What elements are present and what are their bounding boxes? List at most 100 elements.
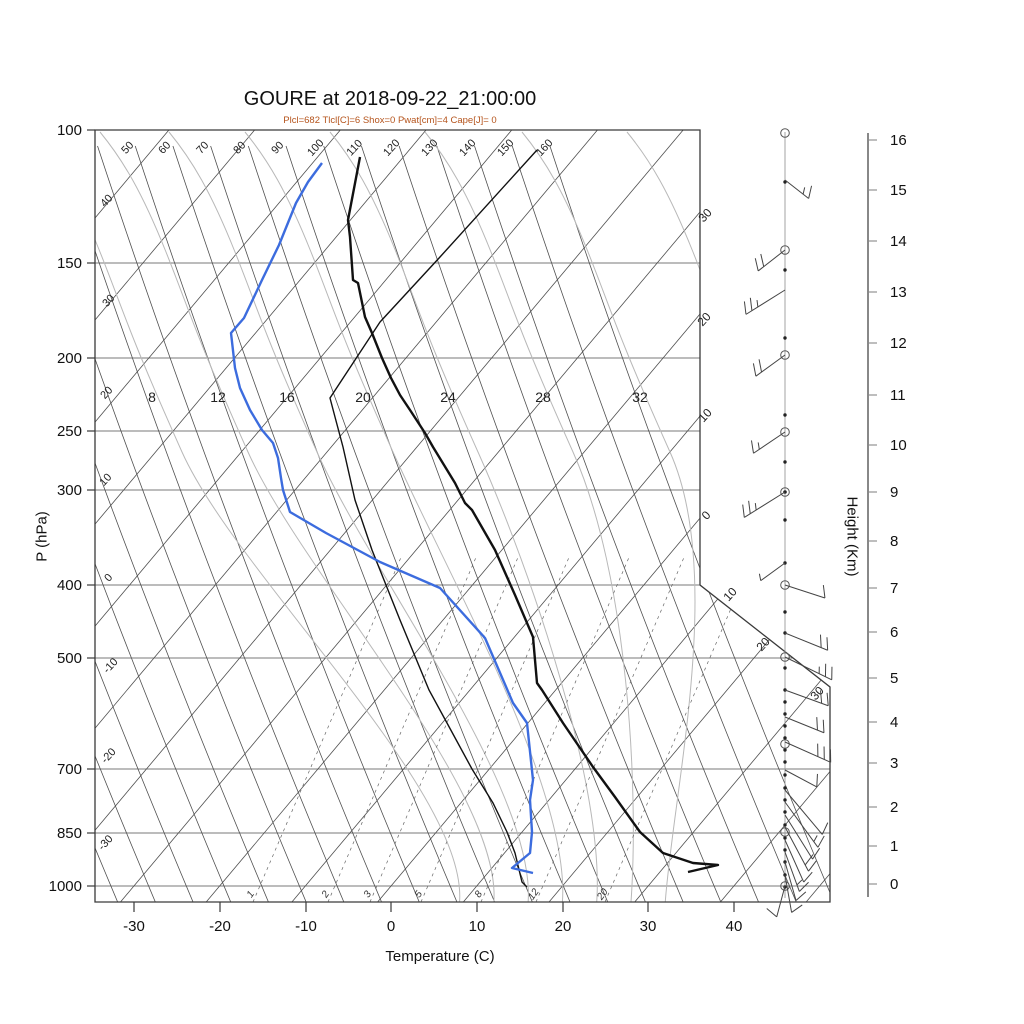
wind-barb	[784, 814, 821, 860]
isotherm-lines	[95, 130, 830, 902]
svg-text:10: 10	[695, 405, 715, 425]
pressure-axis-title: P (hPa)	[33, 511, 51, 562]
svg-text:7: 7	[890, 580, 898, 597]
svg-text:8: 8	[473, 889, 485, 900]
station-dot	[783, 712, 787, 716]
sounding-curves	[229, 149, 720, 888]
svg-text:150: 150	[57, 255, 82, 272]
wind-barb	[784, 851, 809, 892]
x-axis-title: Temperature (C)	[385, 948, 495, 965]
wind-barb	[784, 861, 807, 901]
wind-barb	[766, 885, 786, 918]
svg-text:500: 500	[57, 650, 82, 667]
svg-text:20: 20	[694, 309, 714, 329]
temperature-curve	[346, 156, 720, 874]
plot-frame	[94, 129, 831, 903]
page-title: GOURE at 2018-09-22_21:00:00	[243, 88, 537, 110]
svg-text:28: 28	[535, 389, 551, 405]
svg-text:20: 20	[355, 389, 371, 405]
svg-text:16: 16	[890, 132, 907, 149]
wind-barb	[784, 826, 817, 872]
svg-text:250: 250	[57, 423, 82, 440]
svg-text:-10: -10	[295, 918, 317, 935]
station-dot	[783, 666, 787, 670]
svg-text:10: 10	[97, 471, 114, 488]
svg-text:3: 3	[362, 889, 374, 900]
svg-text:20: 20	[753, 634, 773, 654]
svg-text:40: 40	[98, 192, 115, 209]
svg-text:6: 6	[890, 624, 898, 641]
svg-text:24: 24	[440, 389, 456, 405]
svg-text:-10: -10	[101, 656, 121, 676]
svg-text:15: 15	[890, 182, 907, 199]
station-dot	[783, 760, 787, 764]
station-dot	[783, 810, 787, 814]
station-dot	[783, 610, 787, 614]
svg-text:13: 13	[890, 284, 907, 301]
wind-barb	[784, 584, 826, 599]
svg-text:10: 10	[720, 584, 740, 604]
svg-text:30: 30	[695, 205, 715, 225]
station-dot	[783, 836, 787, 840]
svg-text:700: 700	[57, 761, 82, 778]
svg-text:160: 160	[534, 137, 555, 159]
station-dot	[783, 268, 787, 272]
wind-barb	[784, 789, 829, 835]
svg-text:1: 1	[890, 838, 898, 855]
wind-barb	[758, 562, 786, 582]
wind-barb	[784, 874, 803, 913]
station-circle	[780, 427, 790, 437]
svg-text:8: 8	[890, 533, 898, 550]
svg-text:16: 16	[279, 389, 295, 405]
svg-text:8: 8	[148, 389, 156, 405]
wind-barb	[750, 431, 786, 454]
station-circle	[780, 652, 790, 662]
wind-barb	[784, 632, 829, 651]
svg-text:20: 20	[98, 384, 115, 401]
svg-text:14: 14	[890, 233, 907, 250]
station-dot	[783, 798, 787, 802]
svg-text:400: 400	[57, 577, 82, 594]
svg-text:9: 9	[890, 484, 898, 501]
svg-text:12: 12	[210, 389, 226, 405]
dry-adiabat-lines	[95, 145, 830, 902]
svg-text:90: 90	[269, 139, 286, 156]
plot-background	[95, 130, 830, 902]
svg-text:300: 300	[57, 482, 82, 499]
station-circle	[780, 350, 790, 360]
station-dot	[783, 848, 787, 852]
svg-text:150: 150	[495, 137, 516, 159]
svg-text:30: 30	[807, 683, 827, 703]
dewpoint-curve	[229, 162, 535, 875]
svg-text:12: 12	[890, 335, 907, 352]
station-dot	[783, 823, 787, 827]
svg-text:130: 130	[419, 137, 440, 159]
svg-text:1000: 1000	[49, 878, 82, 895]
station-circle	[780, 245, 790, 255]
svg-text:11: 11	[890, 387, 906, 404]
station-dot	[783, 336, 787, 340]
station-dot	[783, 518, 787, 522]
station-dot	[783, 724, 787, 728]
svg-text:4: 4	[890, 714, 898, 731]
svg-text:3: 3	[890, 755, 898, 772]
svg-text:-30: -30	[123, 918, 145, 935]
wind-barb	[754, 249, 786, 272]
station-dot	[783, 460, 787, 464]
parcel-curve	[329, 149, 538, 888]
line-family-labels: 50 60 70 80 90 100 110 120 130 140 150 160403020100…	[96, 137, 827, 903]
wind-barb	[784, 801, 825, 848]
wind-barb	[784, 179, 813, 199]
svg-text:1: 1	[245, 889, 257, 900]
svg-text:-30: -30	[96, 833, 116, 853]
svg-text:20: 20	[555, 918, 572, 935]
svg-text:200: 200	[57, 350, 82, 367]
svg-text:100: 100	[305, 137, 326, 159]
svg-text:100: 100	[57, 122, 82, 139]
station-circle	[780, 881, 790, 891]
station-dot	[783, 773, 787, 777]
wind-barb	[784, 741, 832, 763]
svg-text:-20: -20	[209, 918, 231, 935]
